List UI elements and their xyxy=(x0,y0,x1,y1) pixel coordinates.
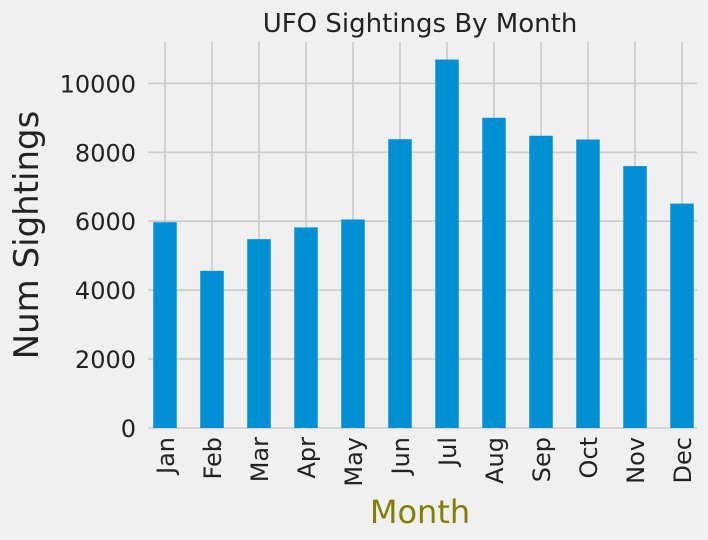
x-tick-label: Feb xyxy=(199,437,227,480)
bar-jun xyxy=(388,139,412,429)
y-tick-label: 0 xyxy=(121,415,136,443)
y-tick-label: 4000 xyxy=(75,277,136,305)
bar-apr xyxy=(294,227,318,428)
bars xyxy=(153,59,694,429)
bar-may xyxy=(341,219,365,428)
x-tick-label: Oct xyxy=(575,437,603,479)
x-axis-ticks: Jan Feb Mar Apr May Jun Jul Aug Sep Oct Nov Dec xyxy=(152,437,697,487)
x-tick-label: Jan xyxy=(152,437,180,476)
x-axis-label: Month xyxy=(370,493,470,531)
x-tick-label: Jun xyxy=(387,437,415,477)
x-tick-label: Apr xyxy=(293,437,321,479)
bar-nov xyxy=(623,166,647,429)
y-tick-label: 8000 xyxy=(75,139,136,167)
y-axis-ticks: 0 2000 4000 6000 8000 10000 xyxy=(60,70,136,443)
y-axis-label: Num Sightings xyxy=(7,111,47,360)
x-tick-label: Sep xyxy=(528,437,556,482)
bar-jul xyxy=(435,59,459,429)
x-tick-label: May xyxy=(340,437,368,487)
bar-jan xyxy=(153,222,177,428)
x-tick-label: Nov xyxy=(622,437,650,484)
bar-sep xyxy=(529,135,553,428)
bar-oct xyxy=(576,139,600,428)
bar-dec xyxy=(670,203,694,428)
x-tick-label: Jul xyxy=(434,437,462,468)
bar-feb xyxy=(200,270,224,428)
x-tick-label: Dec xyxy=(669,437,697,483)
y-tick-label: 6000 xyxy=(75,208,136,236)
bar-aug xyxy=(482,117,506,429)
y-tick-label: 2000 xyxy=(75,346,136,374)
x-tick-label: Aug xyxy=(481,437,509,484)
x-tick-label: Mar xyxy=(246,437,274,482)
chart-title: UFO Sightings By Month xyxy=(263,9,578,39)
grid xyxy=(148,42,697,429)
y-tick-label: 10000 xyxy=(60,70,136,98)
bar-mar xyxy=(247,239,271,428)
